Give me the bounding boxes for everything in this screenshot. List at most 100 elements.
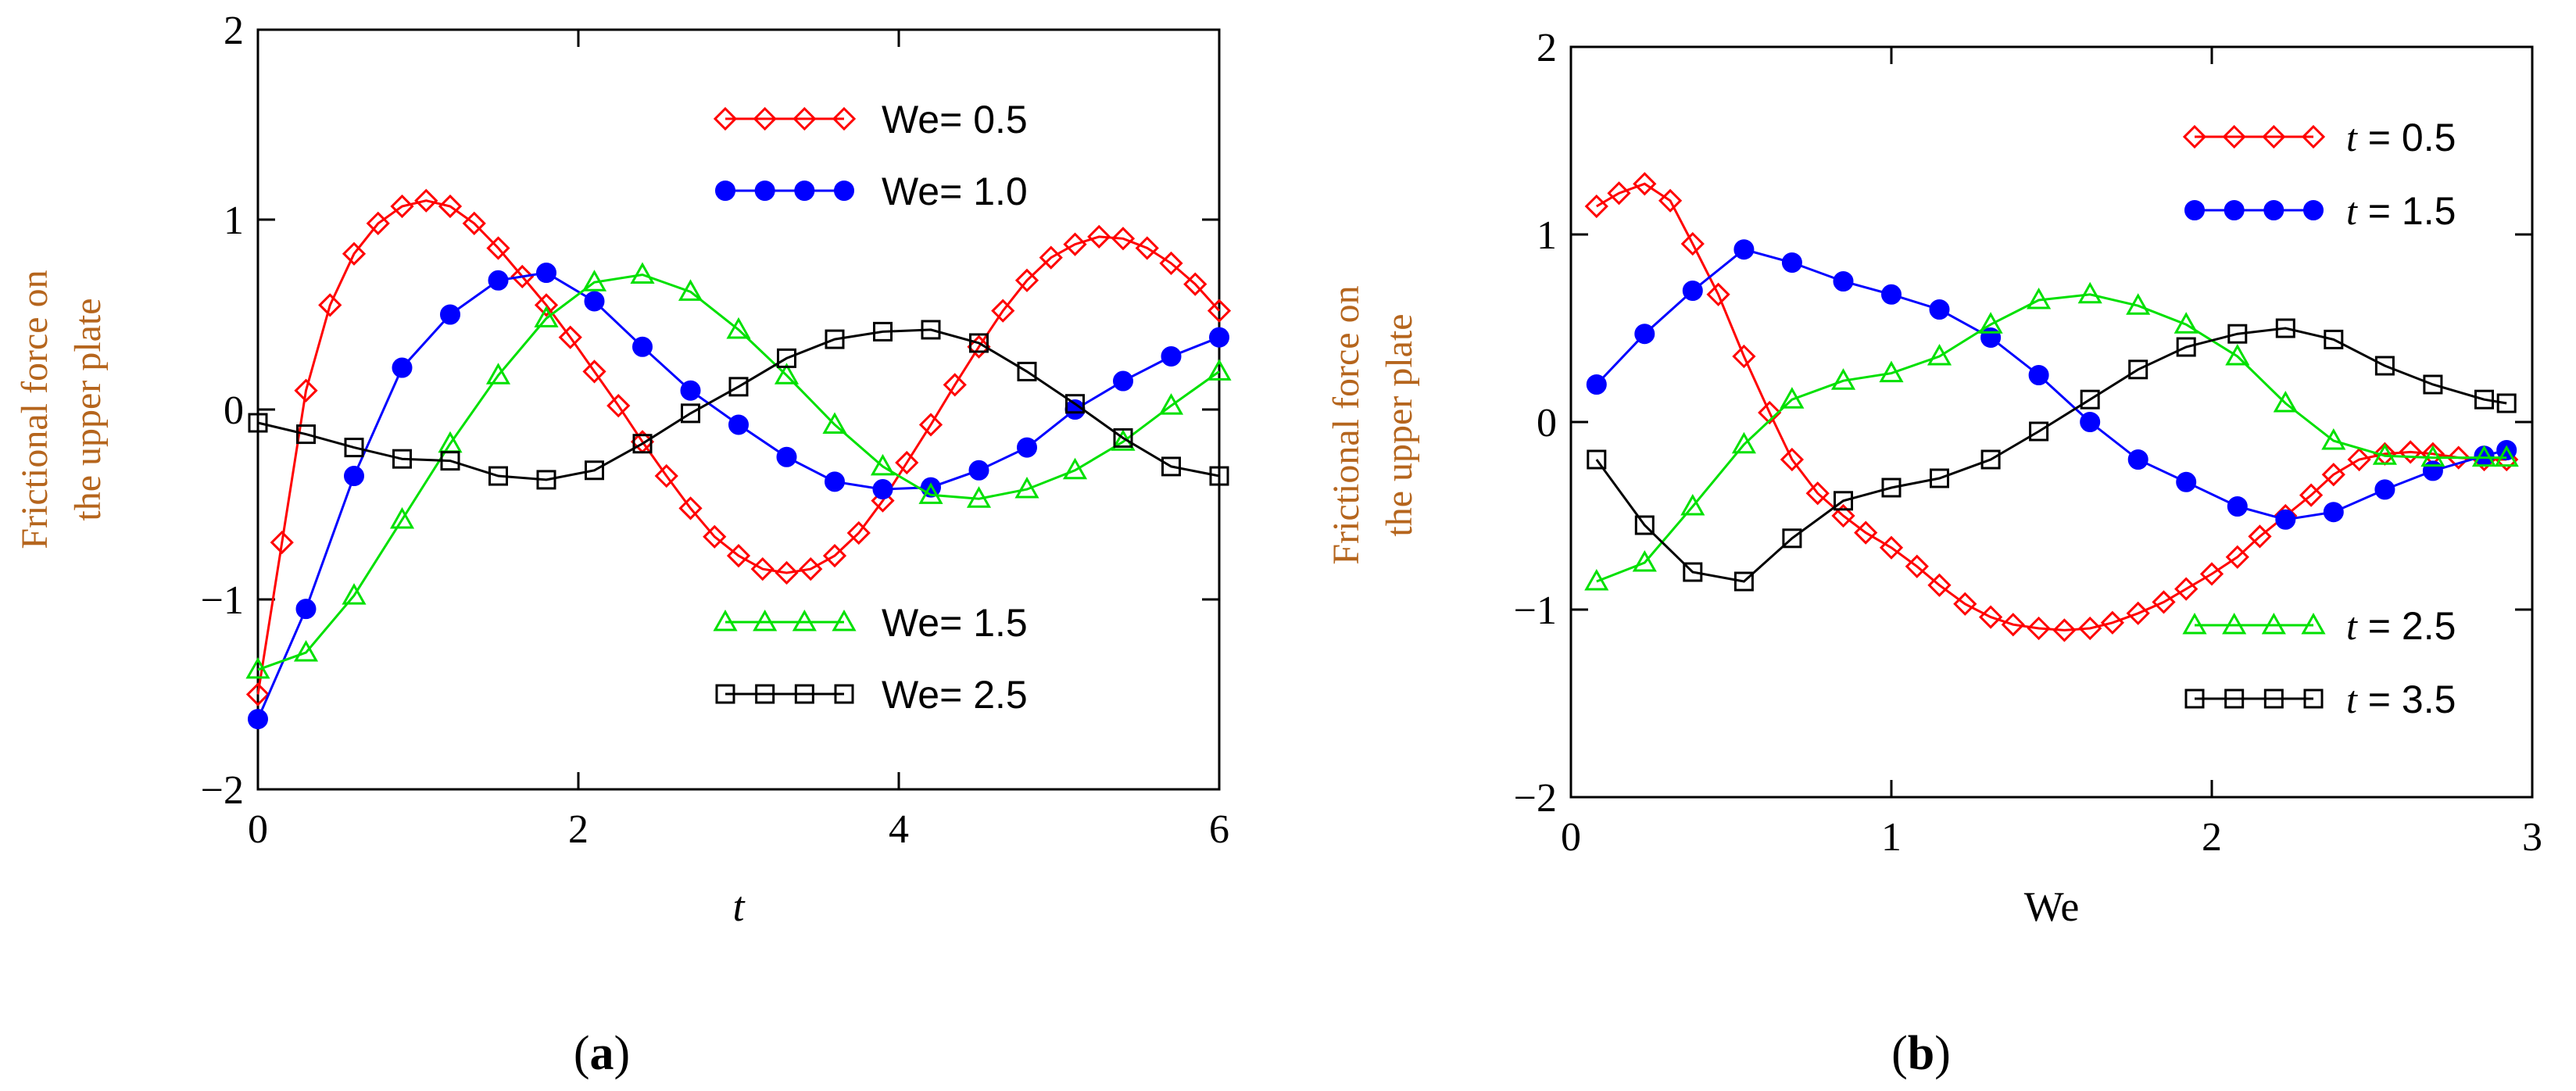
data-point [2126, 601, 2150, 625]
data-point [2128, 359, 2148, 380]
legend-marker [753, 609, 778, 631]
data-point [1879, 535, 1904, 560]
legend-marker [2222, 124, 2246, 149]
data-point [366, 211, 390, 235]
data-point [534, 306, 559, 327]
legend-variable: t [2346, 604, 2358, 648]
data-point [1780, 387, 1805, 409]
series-line [1596, 293, 2507, 583]
data-point [440, 304, 460, 325]
data-point [295, 599, 317, 620]
data-point [1584, 194, 1608, 219]
data-point [1634, 324, 1655, 345]
data-point [485, 363, 511, 385]
data-point [2275, 318, 2295, 338]
data-point [632, 336, 653, 357]
legend-label: t = 1.5 [2346, 189, 2456, 233]
data-point [248, 709, 268, 730]
data-point [728, 414, 749, 435]
x-tick-label: 2 [568, 807, 589, 852]
data-point [750, 556, 775, 581]
data-point [438, 194, 463, 219]
data-point [1113, 427, 1133, 448]
panel-paren-close: ) [1934, 1027, 1951, 1080]
data-point [1658, 188, 1683, 213]
legend-entry: We= 0.5 [713, 98, 1028, 141]
series-line [1596, 182, 2507, 631]
legend-marker [2182, 124, 2207, 149]
data-point [1978, 605, 2003, 629]
data-point [2248, 524, 2272, 549]
legend-entry: We= 1.5 [713, 601, 1028, 645]
data-point [1113, 370, 1133, 392]
data-point [344, 466, 364, 487]
panel-letter: a [590, 1027, 614, 1080]
legend-entry: t = 2.5 [2182, 604, 2456, 648]
data-point [392, 449, 412, 469]
data-point [414, 188, 438, 213]
data-point [1683, 562, 1703, 582]
series-line [257, 328, 1220, 481]
legend-marker [2303, 200, 2324, 220]
data-point [1207, 299, 1232, 323]
y-tick-label: 0 [224, 388, 244, 433]
legend-marker [794, 684, 814, 704]
y-axis-label: the upper plate [67, 298, 109, 520]
data-point [2028, 365, 2049, 385]
data-point [294, 378, 318, 402]
data-point [1682, 281, 1703, 301]
data-point [1209, 466, 1229, 486]
data-point [390, 194, 414, 219]
data-point [1781, 252, 1802, 273]
data-point [488, 466, 508, 486]
y-axis-label: the upper plate [1379, 313, 1420, 536]
data-point [510, 264, 535, 289]
data-point [606, 394, 631, 418]
x-axis-label: t [732, 883, 746, 930]
data-point [968, 460, 989, 481]
data-point [2100, 610, 2125, 635]
data-point [1017, 361, 1037, 381]
legend-marker [2224, 200, 2245, 220]
panel-paren-open: ( [574, 1027, 590, 1080]
data-point [1065, 394, 1085, 414]
legend-marker [715, 181, 735, 201]
data-point [872, 479, 893, 500]
legend-marker [2261, 612, 2286, 635]
data-point [2127, 449, 2148, 470]
series-line [257, 273, 1220, 671]
data-point [2496, 393, 2517, 413]
data-point [2399, 440, 2423, 464]
y-tick-label: 1 [224, 199, 244, 243]
data-point [1805, 481, 1830, 506]
data-point [775, 560, 799, 585]
data-point [1062, 457, 1088, 480]
legend-marker [794, 181, 815, 201]
y-tick-label: 2 [1537, 26, 1557, 70]
legend-marker [713, 609, 738, 631]
data-point [585, 460, 604, 481]
data-point [296, 424, 316, 445]
y-axis-label: Frictional force on [14, 270, 55, 549]
series-t-2-5 [1584, 281, 2519, 591]
data-point [969, 333, 989, 353]
data-point [486, 236, 510, 260]
series-we-1-5 [245, 262, 1232, 679]
data-point [1680, 231, 1705, 256]
data-point [1780, 447, 1805, 472]
data-point [2126, 293, 2151, 315]
x-tick-label: 4 [889, 807, 909, 852]
data-point [825, 471, 845, 492]
x-tick-label: 1 [1881, 815, 1902, 860]
data-point [462, 211, 486, 235]
legend-text: We= 2.5 [882, 673, 1028, 717]
data-point [2199, 562, 2224, 586]
data-point [1953, 592, 1977, 616]
data-point [2227, 324, 2248, 344]
legend-marker [2184, 200, 2205, 220]
legend-marker [834, 181, 854, 201]
data-point [1733, 239, 1755, 260]
legend-label: t = 0.5 [2346, 116, 2456, 159]
data-point [2225, 343, 2250, 366]
